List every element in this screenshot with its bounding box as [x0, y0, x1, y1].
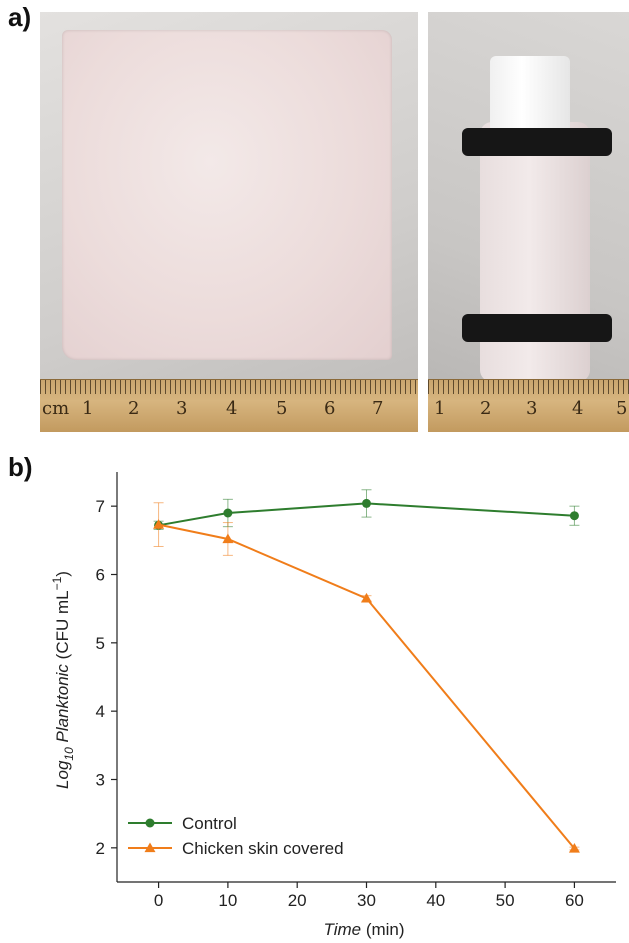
y-tick-label: 6: [96, 566, 105, 585]
panel-label-b: b): [8, 452, 33, 482]
legend-label: Chicken skin covered: [182, 839, 344, 858]
line-chart: 0 10 20 30 40 50 60 2 3 4 5 6 7 Control Chicken skin c…: [50, 472, 616, 939]
ruler-left: cm 1 2 3 4 5 6 7: [40, 379, 418, 432]
ruler-ticks: [428, 380, 629, 394]
ruler-number: 6: [324, 398, 336, 419]
y-tick-label: 7: [96, 497, 105, 516]
ruler-unit-label: cm: [42, 398, 70, 419]
chicken-skin-wrapped: [480, 122, 590, 382]
series-line-1: [158, 523, 576, 850]
ruler-ticks: [40, 380, 418, 394]
ruler-right: 1 2 3 4 5: [428, 379, 629, 432]
data-point: [223, 508, 233, 518]
data-point: [362, 498, 371, 508]
legend-marker: [144, 842, 156, 853]
ruler-number: 7: [372, 398, 384, 419]
ruler-number: 4: [226, 398, 238, 419]
x-axis-title: Time (min): [323, 920, 404, 939]
ruler-number: 3: [526, 398, 538, 419]
ruler-number: 4: [572, 398, 584, 419]
ruler-number: 5: [616, 398, 628, 419]
clamp-bottom: [462, 314, 612, 342]
tube-cap: [490, 56, 570, 136]
series-line-0: [158, 502, 575, 527]
x-tick-label: 50: [496, 891, 515, 910]
x-tick-label: 10: [218, 891, 237, 910]
y-tick-label: 3: [96, 771, 105, 790]
ruler-number: 2: [480, 398, 492, 419]
legend-marker: [145, 818, 155, 828]
clamp-top: [462, 128, 612, 156]
plot-area: 0 10 20 30 40 50 60 2 3 4 5 6 7 Control Chicken skin c…: [96, 472, 616, 910]
legend-label: Control: [182, 814, 237, 833]
ruler-number: 2: [128, 398, 140, 419]
data-point: [568, 843, 580, 853]
x-tick-label: 20: [288, 891, 307, 910]
ruler-number: 3: [176, 398, 188, 419]
data-point: [361, 592, 372, 603]
ruler-number: 1: [434, 398, 446, 419]
x-tick-label: 0: [154, 891, 163, 910]
ruler-number: 1: [82, 398, 94, 419]
chicken-skin-sample: [62, 30, 392, 360]
x-tick-label: 30: [357, 891, 376, 910]
x-tick-label: 40: [426, 891, 445, 910]
panel-label-a: a): [8, 2, 32, 32]
photo-tube-skin: 1 2 3 4 5: [428, 12, 629, 432]
data-point: [569, 511, 579, 521]
y-axis-title: Log10 Planktonic (CFU mL−1): [50, 571, 76, 789]
y-tick-label: 5: [96, 634, 105, 653]
y-tick-label: 2: [96, 839, 105, 858]
ruler-number: 5: [276, 398, 288, 419]
data-point: [222, 533, 234, 544]
photo-flat-skin: cm 1 2 3 4 5 6 7: [40, 12, 418, 432]
data-point: [153, 519, 165, 529]
y-tick-label: 4: [96, 702, 105, 721]
x-tick-label: 60: [565, 891, 584, 910]
